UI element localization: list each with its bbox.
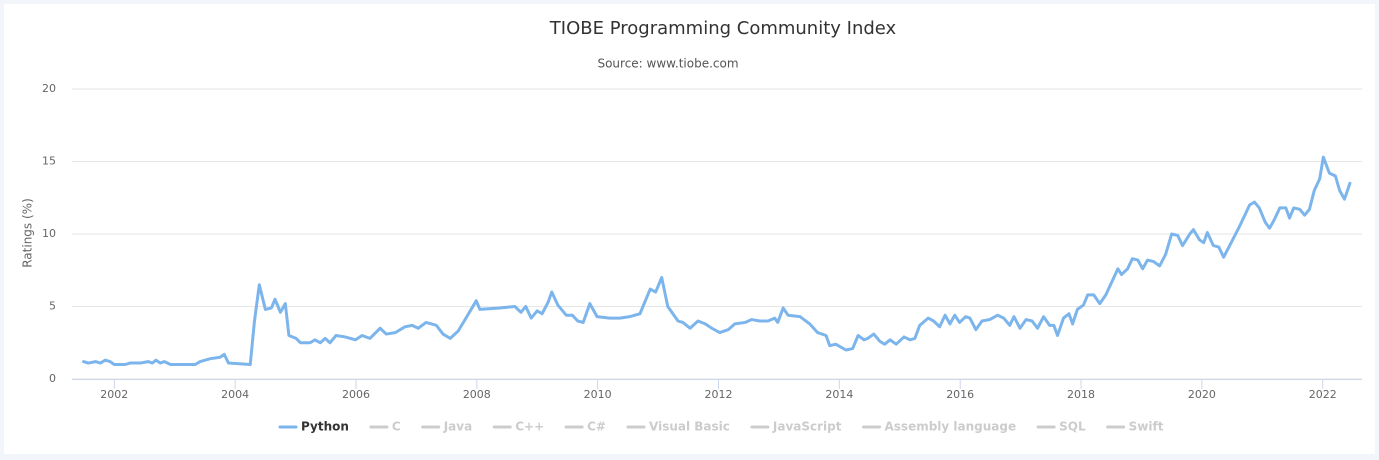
y-tick-label: 10 <box>42 227 56 240</box>
legend-label[interactable]: JavaScript <box>772 420 842 434</box>
legend-label[interactable]: C# <box>587 420 606 434</box>
x-tick-label: 2002 <box>100 388 128 401</box>
legend-label[interactable]: Swift <box>1129 420 1164 434</box>
x-tick-label: 2012 <box>705 388 733 401</box>
series-line <box>81 155 1352 366</box>
legend-label[interactable]: Visual Basic <box>649 420 730 434</box>
x-tick-label: 2018 <box>1067 388 1095 401</box>
x-tick-label: 2014 <box>825 388 853 401</box>
y-tick-label: 15 <box>42 155 56 168</box>
y-tick-label: 5 <box>49 300 56 313</box>
y-tick-label: 20 <box>42 82 56 95</box>
x-tick-label: 2016 <box>946 388 974 401</box>
chart-title: TIOBE Programming Community Index <box>549 18 897 39</box>
x-tick-label: 2020 <box>1188 388 1216 401</box>
x-tick-label: 2006 <box>342 388 370 401</box>
legend-label[interactable]: SQL <box>1059 420 1086 434</box>
legend-label[interactable]: Python <box>301 420 349 434</box>
y-axis-title: Ratings (%) <box>21 198 35 268</box>
x-tick-label: 2010 <box>584 388 612 401</box>
legend-label[interactable]: C <box>392 420 401 434</box>
y-tick-label: 0 <box>49 372 56 385</box>
legend-label[interactable]: Assembly language <box>885 420 1017 434</box>
chart-subtitle: Source: www.tiobe.com <box>597 57 738 71</box>
legend-label[interactable]: C++ <box>515 420 544 434</box>
legend-label[interactable]: Java <box>443 420 472 434</box>
x-tick-label: 2008 <box>463 388 491 401</box>
chart-background <box>4 4 1375 454</box>
x-tick-label: 2022 <box>1309 388 1337 401</box>
x-tick-label: 2004 <box>221 388 249 401</box>
